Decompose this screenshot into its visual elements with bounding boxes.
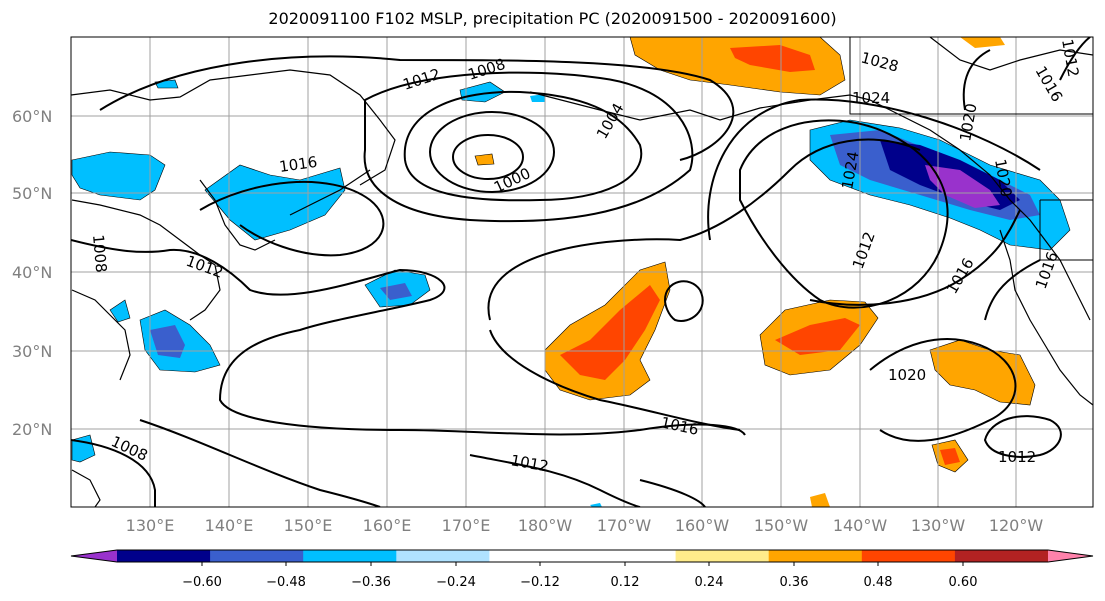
lon-label: 120°W [989, 516, 1044, 535]
lon-label: 180°W [518, 516, 573, 535]
latitude-labels: 60°N 50°N 40°N 30°N 20°N [12, 107, 52, 439]
lat-label: 40°N [12, 263, 52, 282]
contour-label: 1016 [278, 153, 318, 176]
lon-label: 140°E [205, 516, 254, 535]
lon-label: 140°W [833, 516, 888, 535]
lat-label: 20°N [12, 420, 52, 439]
colorbar-segment [489, 550, 583, 562]
map-content [71, 37, 1093, 507]
lon-label: 130°E [126, 516, 175, 535]
colorbar-tick-label: −0.48 [266, 575, 306, 590]
colorbar-segment [117, 550, 211, 562]
colorbar-outline [70, 549, 1094, 563]
colorbar [70, 549, 1094, 563]
contour-label: 1012 [998, 448, 1036, 466]
colorbar-segment [954, 550, 1049, 562]
colorbar-tick-label: 0.60 [949, 575, 978, 590]
colorbar-tick-label: 0.48 [864, 575, 893, 590]
lon-label: 160°E [363, 516, 412, 535]
precip-positive-regions [474, 37, 1036, 507]
colorbar-tick-label: −0.60 [182, 575, 222, 590]
colorbar-tick-label: −0.12 [520, 575, 560, 590]
colorbar-segment [396, 550, 490, 562]
colorbar-tick-label: 0.36 [780, 575, 809, 590]
lon-label: 170°E [442, 516, 491, 535]
precip-negative-regions [71, 79, 1071, 463]
lat-label: 60°N [12, 107, 52, 126]
colorbar-segment [861, 550, 956, 562]
lat-label: 50°N [12, 184, 52, 203]
map-title: 2020091100 F102 MSLP, precipitation PC (… [268, 9, 837, 28]
lon-label: 150°E [284, 516, 333, 535]
lon-label: 150°W [754, 516, 809, 535]
longitude-labels: 130°E 140°E 150°E 160°E 170°E 180°W 170°… [126, 516, 1044, 535]
lon-label: 170°W [597, 516, 652, 535]
colorbar-tick-label: 0.24 [695, 575, 724, 590]
colorbar-segment [768, 550, 863, 562]
coastlines [71, 37, 1093, 507]
colorbar-ticks: −0.60 −0.48 −0.36 −0.24 −0.12 0.12 0.24 … [182, 562, 977, 590]
colorbar-tick-label: −0.36 [351, 575, 391, 590]
lon-label: 130°W [911, 516, 966, 535]
precip-neg-japan [71, 151, 166, 201]
mslp-contours [71, 37, 1091, 507]
colorbar-extend-low [71, 550, 117, 562]
colorbar-tick-label: −0.24 [436, 575, 476, 590]
inset-box [849, 37, 1093, 115]
colorbar-tick-label: 0.12 [611, 575, 640, 590]
contour-label: 1008 [89, 234, 110, 274]
colorbar-segment [582, 550, 677, 562]
contour-label: 1024 [852, 89, 890, 107]
lon-label: 160°W [675, 516, 730, 535]
colorbar-segment [303, 550, 397, 562]
map-frame [70, 36, 1094, 508]
colorbar-extend-high [1048, 550, 1093, 562]
colorbar-segment [210, 550, 304, 562]
colorbar-segment [675, 550, 770, 562]
contour-label: 1020 [888, 366, 926, 384]
graticule [71, 37, 1093, 507]
lat-label: 30°N [12, 342, 52, 361]
